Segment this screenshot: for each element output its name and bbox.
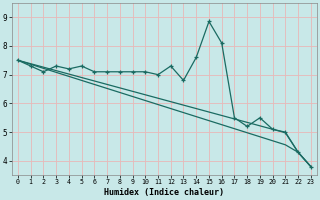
X-axis label: Humidex (Indice chaleur): Humidex (Indice chaleur) [104,188,224,197]
